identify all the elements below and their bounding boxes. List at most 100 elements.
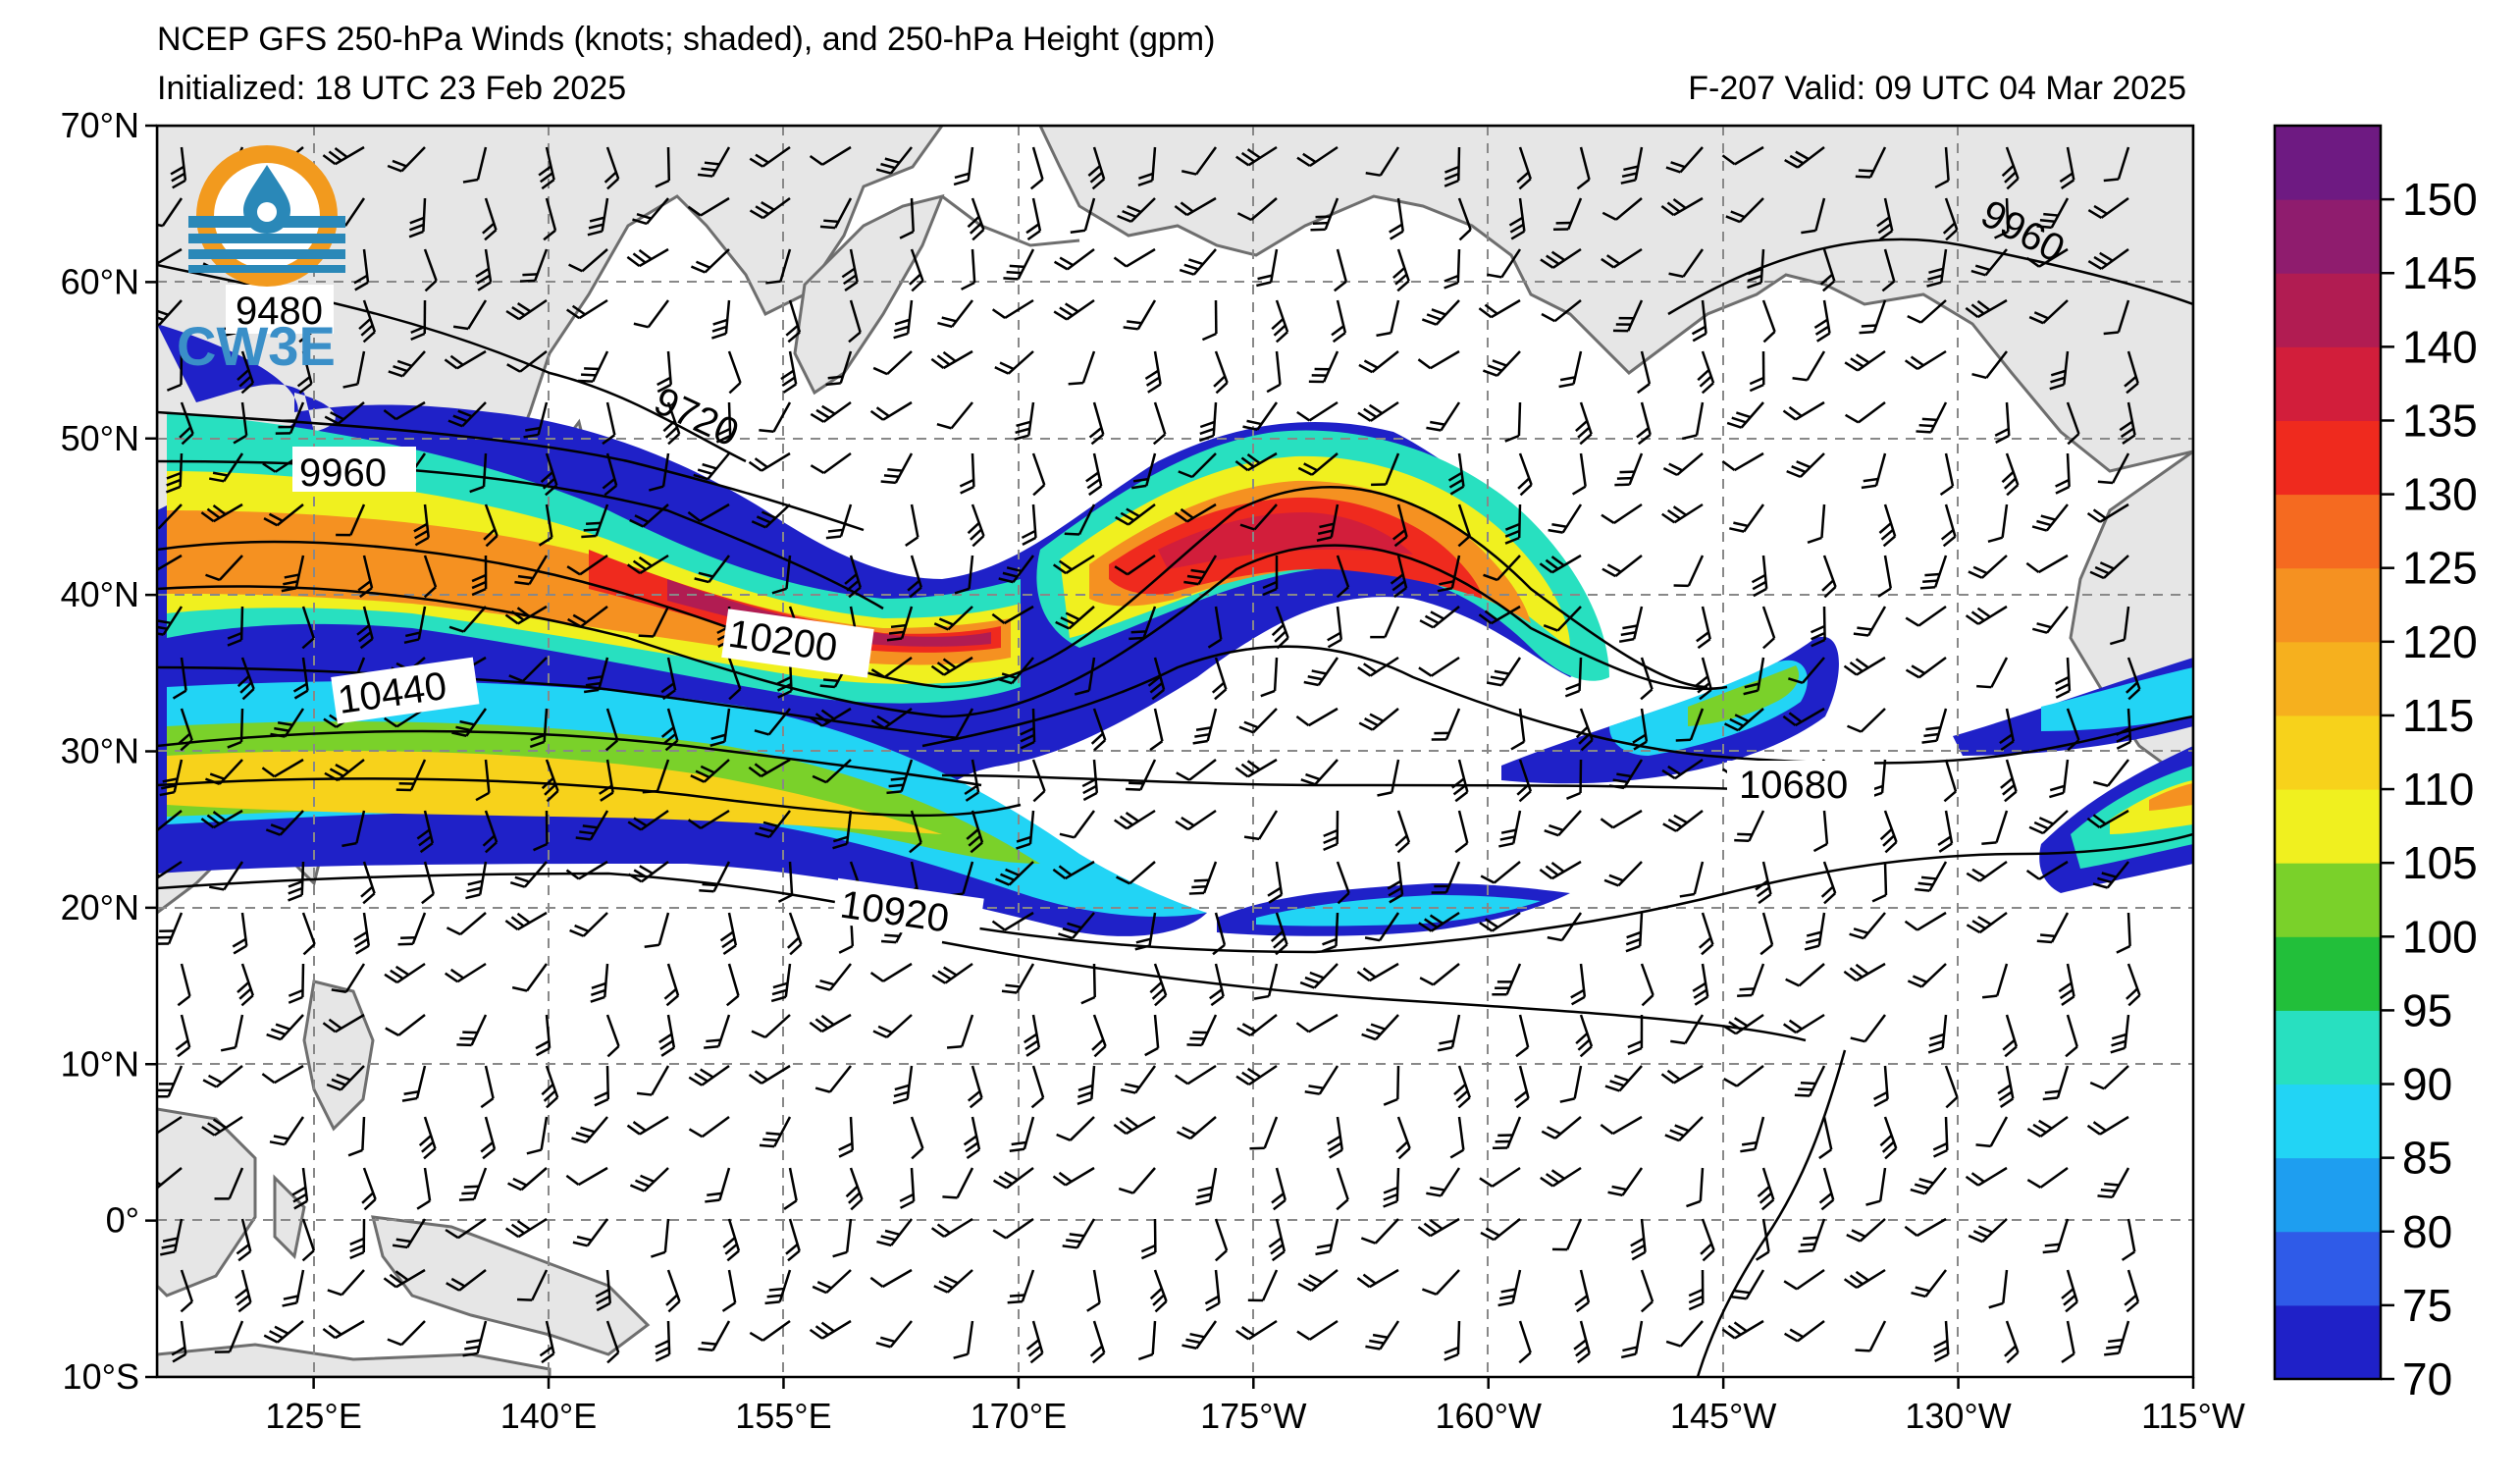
wind-barb (959, 452, 975, 495)
wind-barb (1137, 146, 1157, 186)
wind-barb (2086, 1115, 2129, 1136)
wind-barb (1387, 861, 1404, 904)
colorbar-label: 95 (2402, 984, 2452, 1035)
wind-barb (1566, 759, 1583, 800)
wind-barb (1356, 1268, 1399, 1289)
wind-barb (1137, 1320, 1157, 1361)
wind-barb (1552, 197, 1583, 232)
wind-barb (462, 1320, 488, 1357)
wind-barb (1665, 146, 1704, 174)
colorbar-segment (2275, 567, 2381, 643)
wind-barb (202, 1065, 243, 1088)
wind-barb (1751, 555, 1768, 598)
wind-barb (1759, 912, 1774, 956)
wind-barb (765, 248, 792, 285)
wind-barb (1976, 657, 2009, 689)
wind-barb (1640, 1269, 1654, 1313)
wind-barb (401, 1065, 427, 1102)
wind-barb (719, 912, 738, 956)
wind-barb (845, 1167, 864, 1211)
wind-barb (1088, 401, 1105, 446)
wind-barb (1513, 1065, 1530, 1109)
wind-barb (2031, 606, 2069, 634)
wind-barb (1783, 1320, 1825, 1343)
wind-barb (844, 555, 863, 599)
wind-barb (1661, 758, 1704, 780)
wind-barb (1504, 503, 1522, 545)
wind-barb (875, 146, 913, 175)
wind-barb (1927, 1014, 1948, 1054)
wind-barb (1688, 1269, 1705, 1311)
wind-barb (2092, 861, 2129, 889)
wind-barb (1211, 657, 1228, 701)
wind-barb (2026, 1115, 2069, 1138)
wind-barb (1970, 248, 2008, 277)
wind-barb (991, 298, 1034, 320)
lat-label: 40°N (61, 574, 139, 614)
wind-barb (227, 606, 244, 647)
wind-barb (933, 606, 973, 631)
wind-barb (1905, 605, 1947, 627)
wind-barb (1818, 1167, 1835, 1211)
wind-barb (1417, 349, 1460, 370)
land-australia (157, 1343, 551, 1377)
wind-barb (157, 810, 183, 833)
wind-barb (1968, 555, 2008, 579)
wind-barb (2042, 1065, 2070, 1101)
wind-barb (1601, 503, 1643, 524)
wind-barb (227, 708, 244, 749)
wind-barb (1697, 350, 1715, 395)
wind-barb (1262, 555, 1279, 597)
wind-barb (1853, 606, 1887, 637)
wind-barb (1365, 146, 1400, 177)
wind-barb (1843, 1268, 1886, 1290)
wind-barb (1673, 555, 1705, 588)
wind-barb (785, 1218, 801, 1262)
wind-barb (566, 554, 608, 576)
wind-barb (875, 1320, 913, 1349)
wind-barb (930, 349, 973, 370)
wind-barb (954, 555, 974, 595)
wind-barb (1575, 708, 1594, 752)
wind-barb (754, 708, 791, 736)
wind-barb (1801, 197, 1826, 235)
wind-barb (961, 248, 976, 291)
wind-barb (2089, 555, 2129, 580)
wind-barb (998, 555, 1034, 584)
wind-barb (1999, 708, 2015, 752)
wind-barb (759, 1116, 792, 1148)
contour-10680b (921, 645, 2193, 765)
wind-barb (233, 401, 248, 445)
wind-barb (1731, 1269, 1765, 1300)
wind-barb (1016, 810, 1035, 850)
wind-barb (322, 1319, 365, 1340)
wind-barb (814, 1065, 852, 1093)
wind-barb (507, 1167, 548, 1192)
wind-barb (2126, 657, 2141, 701)
wind-barb (1336, 1167, 1349, 1211)
wind-barb (2119, 401, 2136, 445)
wind-barb (2086, 809, 2129, 829)
wind-barb (232, 912, 248, 955)
wind-barb (392, 1218, 427, 1249)
wind-barb (1661, 503, 1704, 524)
wind-barb (595, 1269, 611, 1312)
wind-barb (469, 452, 488, 494)
wind-barb (783, 1167, 798, 1210)
wind-barb (1810, 606, 1826, 648)
wind-barb (1904, 349, 1947, 371)
wind-barb (1988, 1269, 2009, 1309)
wind-barb (1175, 809, 1217, 831)
wind-barb (1178, 452, 1217, 479)
wind-barb (1024, 1014, 1041, 1057)
wind-barb (1919, 555, 1948, 590)
wind-barb (656, 350, 672, 394)
wind-barb (1271, 606, 1289, 650)
wind-barb (810, 451, 852, 475)
wind-barb (1238, 708, 1278, 734)
wind-barb (347, 1116, 366, 1157)
wind-barb (1749, 350, 1765, 393)
wind-barb (1540, 247, 1582, 269)
wind-barb (1299, 963, 1339, 989)
wind-barb (886, 606, 914, 642)
